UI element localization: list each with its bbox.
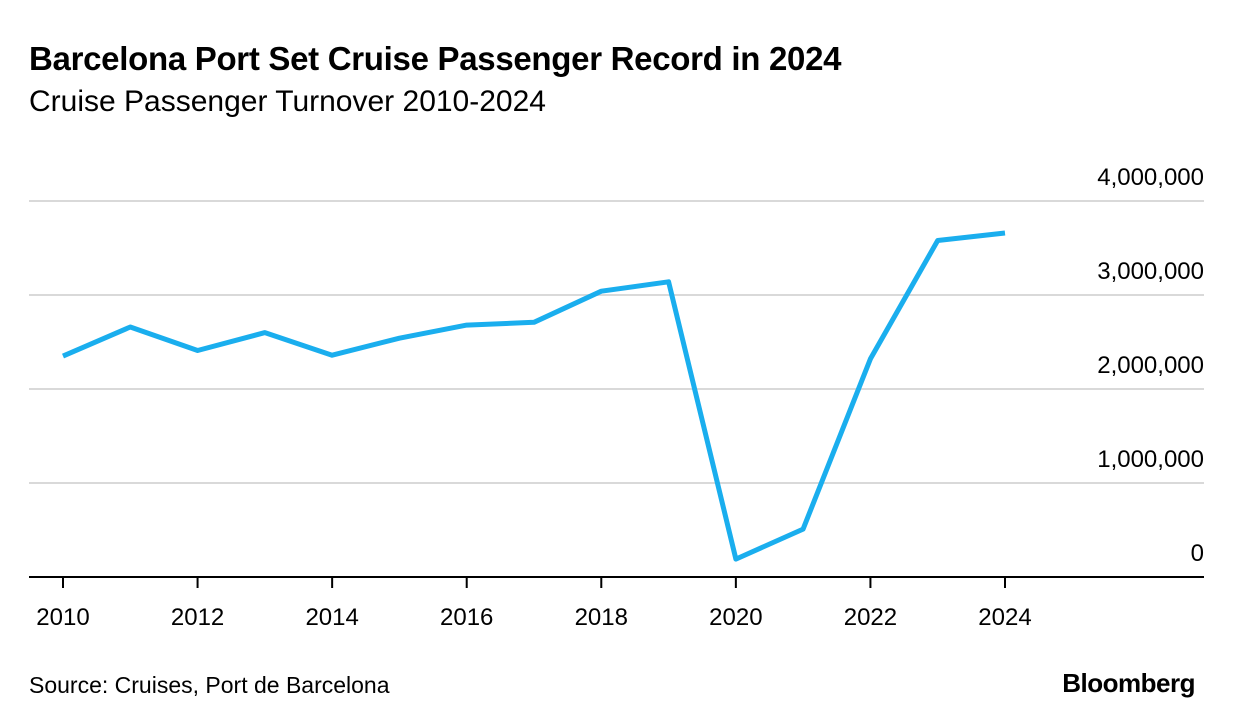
y-tick-label: 4,000,000 [1097,164,1204,191]
data-point [330,353,335,358]
x-tick-label: 2014 [305,604,358,631]
source-note: Source: Cruises, Port de Barcelona [29,672,390,698]
data-point [262,330,267,335]
y-tick-label: 3,000,000 [1097,258,1204,285]
data-point [935,238,940,243]
x-tick-label: 2018 [575,604,628,631]
data-point [868,356,873,361]
bloomberg-logo: Bloomberg [1062,668,1195,698]
data-point [397,336,402,341]
x-tick-label: 2020 [709,604,762,631]
series-line [62,230,1006,562]
series-layer [61,230,1008,562]
y-tick-labels: 0 1,000,000 2,000,000 3,000,000 4,000,000 [1097,164,1204,567]
data-point [1003,230,1008,235]
data-point [599,289,604,294]
x-tick-label: 2022 [844,604,897,631]
data-point [61,354,66,359]
data-point [532,320,537,325]
data-point [733,557,738,562]
data-point [128,324,133,329]
grid-layer [29,200,1204,484]
data-point [666,279,671,284]
y-tick-label: 1,000,000 [1097,446,1204,473]
x-tick-label: 2024 [978,604,1031,631]
axis-layer [29,576,1204,588]
data-point [195,348,200,353]
x-tick-label: 2016 [440,604,493,631]
x-tick-label: 2010 [36,604,89,631]
y-tick-label: 2,000,000 [1097,352,1204,379]
chart-subtitle: Cruise Passenger Turnover 2010-2024 [29,85,546,118]
data-point [801,527,806,532]
y-tick-label: 0 [1191,540,1204,567]
x-tick-labels: 2010 2012 2014 2016 2018 2020 2022 2024 [36,604,1031,631]
chart-title: Barcelona Port Set Cruise Passenger Reco… [29,40,842,77]
data-point [464,323,469,328]
x-tick-label: 2012 [171,604,224,631]
